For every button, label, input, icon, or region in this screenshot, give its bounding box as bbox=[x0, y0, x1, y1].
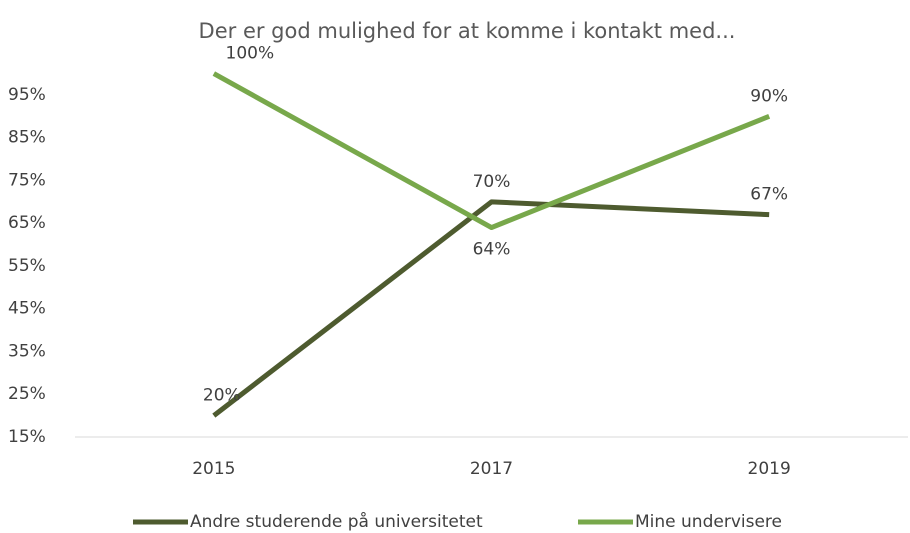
y-tick-label: 15% bbox=[8, 427, 46, 447]
y-tick-label: 85% bbox=[8, 128, 46, 148]
y-tick-label: 95% bbox=[8, 85, 46, 105]
line bbox=[212, 71, 771, 231]
data-label: 70% bbox=[473, 172, 511, 192]
line bbox=[212, 199, 770, 418]
data-label: 90% bbox=[750, 86, 788, 106]
x-tick-label: 2019 bbox=[748, 459, 791, 479]
y-tick-label: 65% bbox=[8, 213, 46, 233]
y-tick-label: 45% bbox=[8, 299, 46, 319]
data-label: 20% bbox=[203, 386, 241, 406]
y-tick-label: 55% bbox=[8, 256, 46, 276]
data-label: 67% bbox=[750, 185, 788, 205]
x-tick-label: 2017 bbox=[470, 459, 513, 479]
y-tick-label: 35% bbox=[8, 341, 46, 361]
legend-label: Andre studerende på universitetet bbox=[190, 511, 483, 532]
chart-title: Der er god mulighed for at komme i konta… bbox=[199, 19, 736, 43]
data-label: 100% bbox=[226, 44, 275, 64]
y-tick-label: 75% bbox=[8, 170, 46, 190]
x-tick-label: 2015 bbox=[192, 459, 235, 479]
y-tick-label: 25% bbox=[8, 384, 46, 404]
data-label: 64% bbox=[473, 240, 511, 260]
legend-label: Mine undervisere bbox=[635, 512, 782, 532]
